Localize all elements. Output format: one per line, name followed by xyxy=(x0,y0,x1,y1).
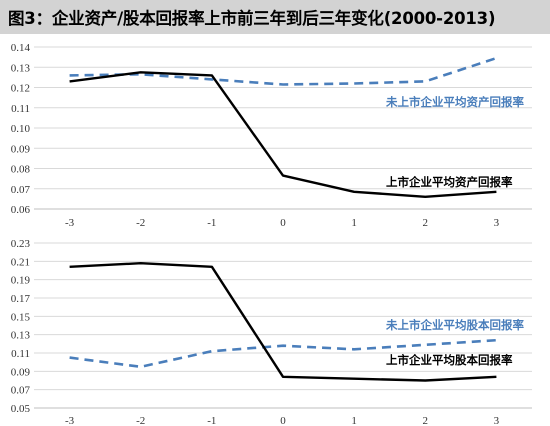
y-tick-label: 0.11 xyxy=(11,103,30,115)
y-tick-label: 0.23 xyxy=(11,238,31,250)
x-tick-label: -3 xyxy=(65,415,75,426)
y-tick-label: 0.21 xyxy=(11,256,30,268)
y-tick-label: 0.06 xyxy=(11,204,31,216)
title-band: 图3：企业资产/股本回报率上市前三年到后三年变化(2000-2013) xyxy=(0,0,550,34)
y-tick-label: 0.14 xyxy=(11,42,31,54)
y-tick-label: 0.10 xyxy=(11,123,31,135)
x-tick-label: -2 xyxy=(136,415,145,426)
figure-title: 图3：企业资产/股本回报率上市前三年到后三年变化(2000-2013) xyxy=(8,9,496,28)
series-annotation: 上市企业平均股本回报率 xyxy=(386,353,513,367)
series-line-listed xyxy=(69,71,497,199)
y-tick-label: 0.19 xyxy=(11,275,31,287)
series-line-listed xyxy=(69,261,497,382)
chart-panel-1: 0.06 0.07 0.08 0.09 0.10 0.11 0.12 0.13 0.14 -3 -2… xyxy=(11,42,532,229)
y-tick-label: 0.09 xyxy=(11,366,31,378)
x-tick-label: 3 xyxy=(494,217,500,229)
x-tick-label: 0 xyxy=(280,217,286,229)
x-tick-label: 2 xyxy=(423,415,429,426)
y-tick-label: 0.05 xyxy=(11,403,31,415)
y-tick-label: 0.07 xyxy=(11,385,31,397)
y-tick-label: 0.07 xyxy=(11,184,31,196)
x-tick-label: 1 xyxy=(351,217,357,229)
series-annotation: 上市企业平均资产回报率 xyxy=(386,175,513,189)
y-tick-label: 0.15 xyxy=(11,311,31,323)
y-tick-label: 0.17 xyxy=(11,293,31,305)
x-tick-label: 2 xyxy=(423,217,429,229)
y-tick-label: 0.09 xyxy=(11,143,31,155)
y-tick-label: 0.13 xyxy=(11,330,31,342)
x-tick-label: -1 xyxy=(207,415,216,426)
y-tick-label: 0.08 xyxy=(11,164,31,176)
x-tick-label: -3 xyxy=(65,217,75,229)
y-tick-label: 0.12 xyxy=(11,83,30,95)
x-tick-label: 1 xyxy=(351,415,357,426)
x-tick-label: 0 xyxy=(280,415,286,426)
series-annotation: 未上市企业平均资产回报率 xyxy=(385,95,524,109)
y-tick-label: 0.11 xyxy=(11,348,30,360)
charts-svg: 0.06 0.07 0.08 0.09 0.10 0.11 0.12 0.13 0.14 -3 -2… xyxy=(11,42,532,426)
series-line-unlisted xyxy=(69,338,497,369)
x-tick-label: -2 xyxy=(136,217,145,229)
x-tick-label: 3 xyxy=(494,415,500,426)
series-line-unlisted xyxy=(69,56,497,86)
x-tick-label: -1 xyxy=(207,217,216,229)
y-tick-label: 0.13 xyxy=(11,62,31,74)
chart-panel-2: 0.05 0.07 0.09 0.11 0.13 0.15 0.17 0.19 0.21 0.23… xyxy=(11,238,532,426)
series-annotation: 未上市企业平均股本回报率 xyxy=(385,318,524,332)
